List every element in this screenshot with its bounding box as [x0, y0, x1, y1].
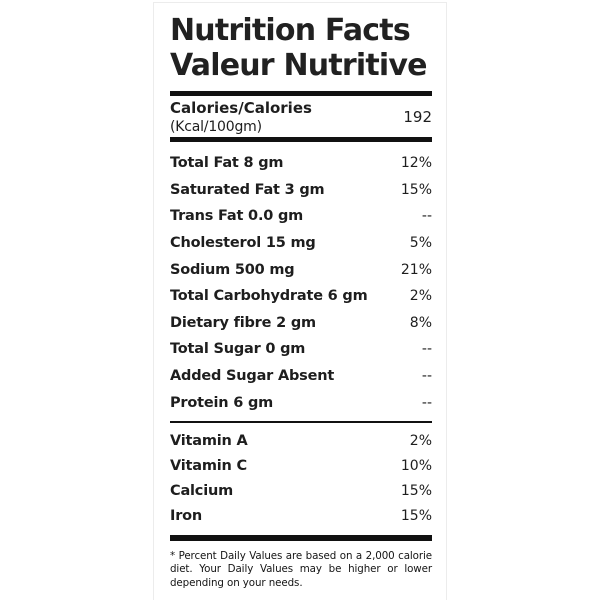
- nutrient-row: Total Fat 8 gm 12%: [170, 150, 432, 177]
- nutrient-label: Total Carbohydrate 6 gm: [170, 288, 368, 305]
- nutrient-daily-value: --: [421, 341, 432, 358]
- nutrient-daily-value: 21%: [400, 261, 432, 278]
- divider-thick-bottom: [170, 534, 432, 541]
- nutrient-label: Vitamin C: [170, 458, 247, 475]
- nutrient-row: Trans Fat 0.0 gm --: [170, 203, 432, 230]
- calories-row: Calories/Calories (Kcal/100gm) 192: [170, 96, 432, 137]
- label-title-line1: Nutrition Facts: [170, 13, 411, 48]
- nutrient-row: Dietary fibre 2 gm 8%: [170, 310, 432, 337]
- nutrient-label: Vitamin A: [170, 433, 248, 450]
- nutrient-row: Added Sugar Absent --: [170, 363, 432, 390]
- nutrient-row: Saturated Fat 3 gm 15%: [170, 177, 432, 204]
- label-title: Nutrition Facts Valeur Nutritive: [170, 13, 432, 83]
- nutrient-row: Vitamin C 10%: [170, 454, 432, 479]
- nutrient-label: Total Sugar 0 gm: [170, 341, 306, 358]
- label-title-line2: Valeur Nutritive: [170, 48, 427, 83]
- nutrient-row: Calcium 15%: [170, 479, 432, 504]
- nutrient-daily-value: 15%: [400, 181, 432, 198]
- nutrient-daily-value: 15%: [400, 483, 432, 500]
- vitamin-rows: Vitamin A 2% Vitamin C 10% Calcium 15% Iron 15%: [170, 429, 432, 529]
- nutrient-row: Iron 15%: [170, 504, 432, 529]
- nutrient-row: Vitamin A 2%: [170, 429, 432, 454]
- nutrient-row: Total Sugar 0 gm --: [170, 336, 432, 363]
- nutrient-label: Calcium: [170, 483, 233, 500]
- nutrient-label: Iron: [170, 508, 203, 525]
- nutrient-daily-value: 5%: [409, 235, 432, 252]
- nutrient-label: Saturated Fat 3 gm: [170, 181, 325, 198]
- nutrient-daily-value: 10%: [400, 458, 432, 475]
- nutrient-daily-value: 8%: [409, 314, 432, 331]
- nutrient-label: Total Fat 8 gm: [170, 155, 284, 172]
- divider-thin: [170, 420, 432, 423]
- nutrient-label: Added Sugar Absent: [170, 368, 335, 385]
- nutrient-daily-value: 12%: [400, 155, 432, 172]
- nutrient-row: Protein 6 gm --: [170, 389, 432, 416]
- calories-label-bold: Calories/Calories: [170, 98, 312, 117]
- nutrient-daily-value: 2%: [409, 288, 432, 305]
- calories-label: Calories/Calories (Kcal/100gm): [170, 99, 403, 135]
- nutrient-label: Cholesterol 15 mg: [170, 235, 316, 252]
- nutrient-label: Protein 6 gm: [170, 394, 274, 411]
- nutrient-daily-value: --: [421, 208, 432, 225]
- calories-value: 192: [403, 107, 432, 126]
- nutrient-row: Sodium 500 mg 21%: [170, 256, 432, 283]
- nutrient-label: Sodium 500 mg: [170, 261, 295, 278]
- nutrient-daily-value: --: [421, 394, 432, 411]
- nutrient-row: Total Carbohydrate 6 gm 2%: [170, 283, 432, 310]
- calories-unit: (Kcal/100gm): [170, 118, 262, 135]
- daily-value-footnote: * Percent Daily Values are based on a 2,…: [170, 549, 432, 589]
- daily-value-rows: Total Fat 8 gm 12% Saturated Fat 3 gm 15% Tr…: [170, 150, 432, 416]
- nutrient-daily-value: 2%: [409, 433, 432, 450]
- nutrient-daily-value: --: [421, 368, 432, 385]
- nutrient-row: Cholesterol 15 mg 5%: [170, 230, 432, 257]
- nutrient-label: Trans Fat 0.0 gm: [170, 208, 304, 225]
- divider-thick-top: [170, 91, 432, 96]
- divider-thick-calories: [170, 137, 432, 142]
- nutrient-label: Dietary fibre 2 gm: [170, 314, 316, 331]
- nutrition-facts-label: Nutrition Facts Valeur Nutritive Calorie…: [153, 2, 447, 600]
- nutrient-daily-value: 15%: [400, 508, 432, 525]
